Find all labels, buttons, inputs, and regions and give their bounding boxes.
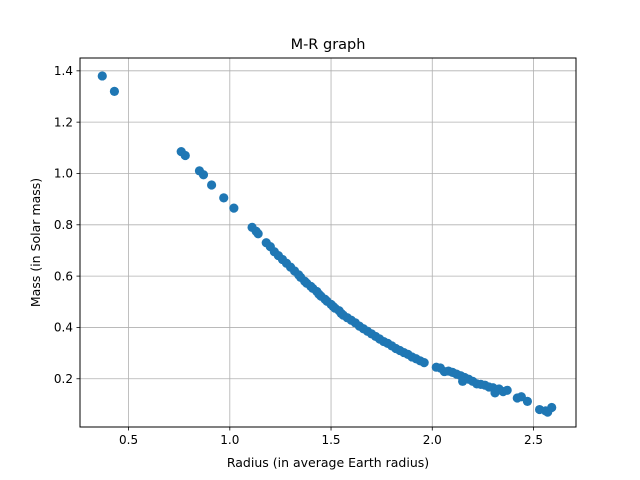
- y-tick-label: 0.6: [54, 269, 73, 283]
- data-point: [522, 396, 533, 406]
- data-point: [219, 193, 229, 203]
- x-tick-label: 2.0: [423, 433, 442, 447]
- x-tick-label: 1.0: [220, 433, 239, 447]
- x-axis-label: Radius (in average Earth radius): [227, 455, 429, 470]
- data-point: [502, 385, 512, 395]
- axis-ticks: 0.5 1.0 1.5 2.0 2.5 0.2 0.4 0.6 0.8 1.0 1.2 1.4: [54, 64, 543, 447]
- y-tick-label: 1.2: [54, 115, 73, 129]
- x-tick-label: 2.5: [524, 433, 543, 447]
- y-tick-label: 0.4: [54, 321, 73, 335]
- y-axis-label: Mass (in Solar mass): [28, 178, 43, 307]
- data-point: [547, 402, 557, 413]
- y-tick-label: 1.4: [54, 64, 73, 78]
- data-point: [97, 71, 107, 81]
- data-point: [180, 150, 190, 161]
- data-point: [419, 357, 429, 368]
- data-point: [253, 229, 263, 239]
- y-tick-label: 0.2: [54, 372, 73, 386]
- data-point: [198, 170, 209, 180]
- axes-frame: [79, 57, 577, 428]
- data-points: [97, 71, 557, 417]
- grid: [80, 58, 576, 427]
- x-tick-label: 1.5: [321, 433, 340, 447]
- chart-title: M-R graph: [291, 37, 366, 53]
- data-point: [109, 86, 120, 96]
- data-point: [229, 203, 239, 213]
- y-tick-label: 0.8: [54, 218, 73, 232]
- y-tick-label: 1.0: [54, 167, 73, 181]
- data-point: [206, 180, 217, 190]
- x-tick-label: 0.5: [119, 433, 138, 447]
